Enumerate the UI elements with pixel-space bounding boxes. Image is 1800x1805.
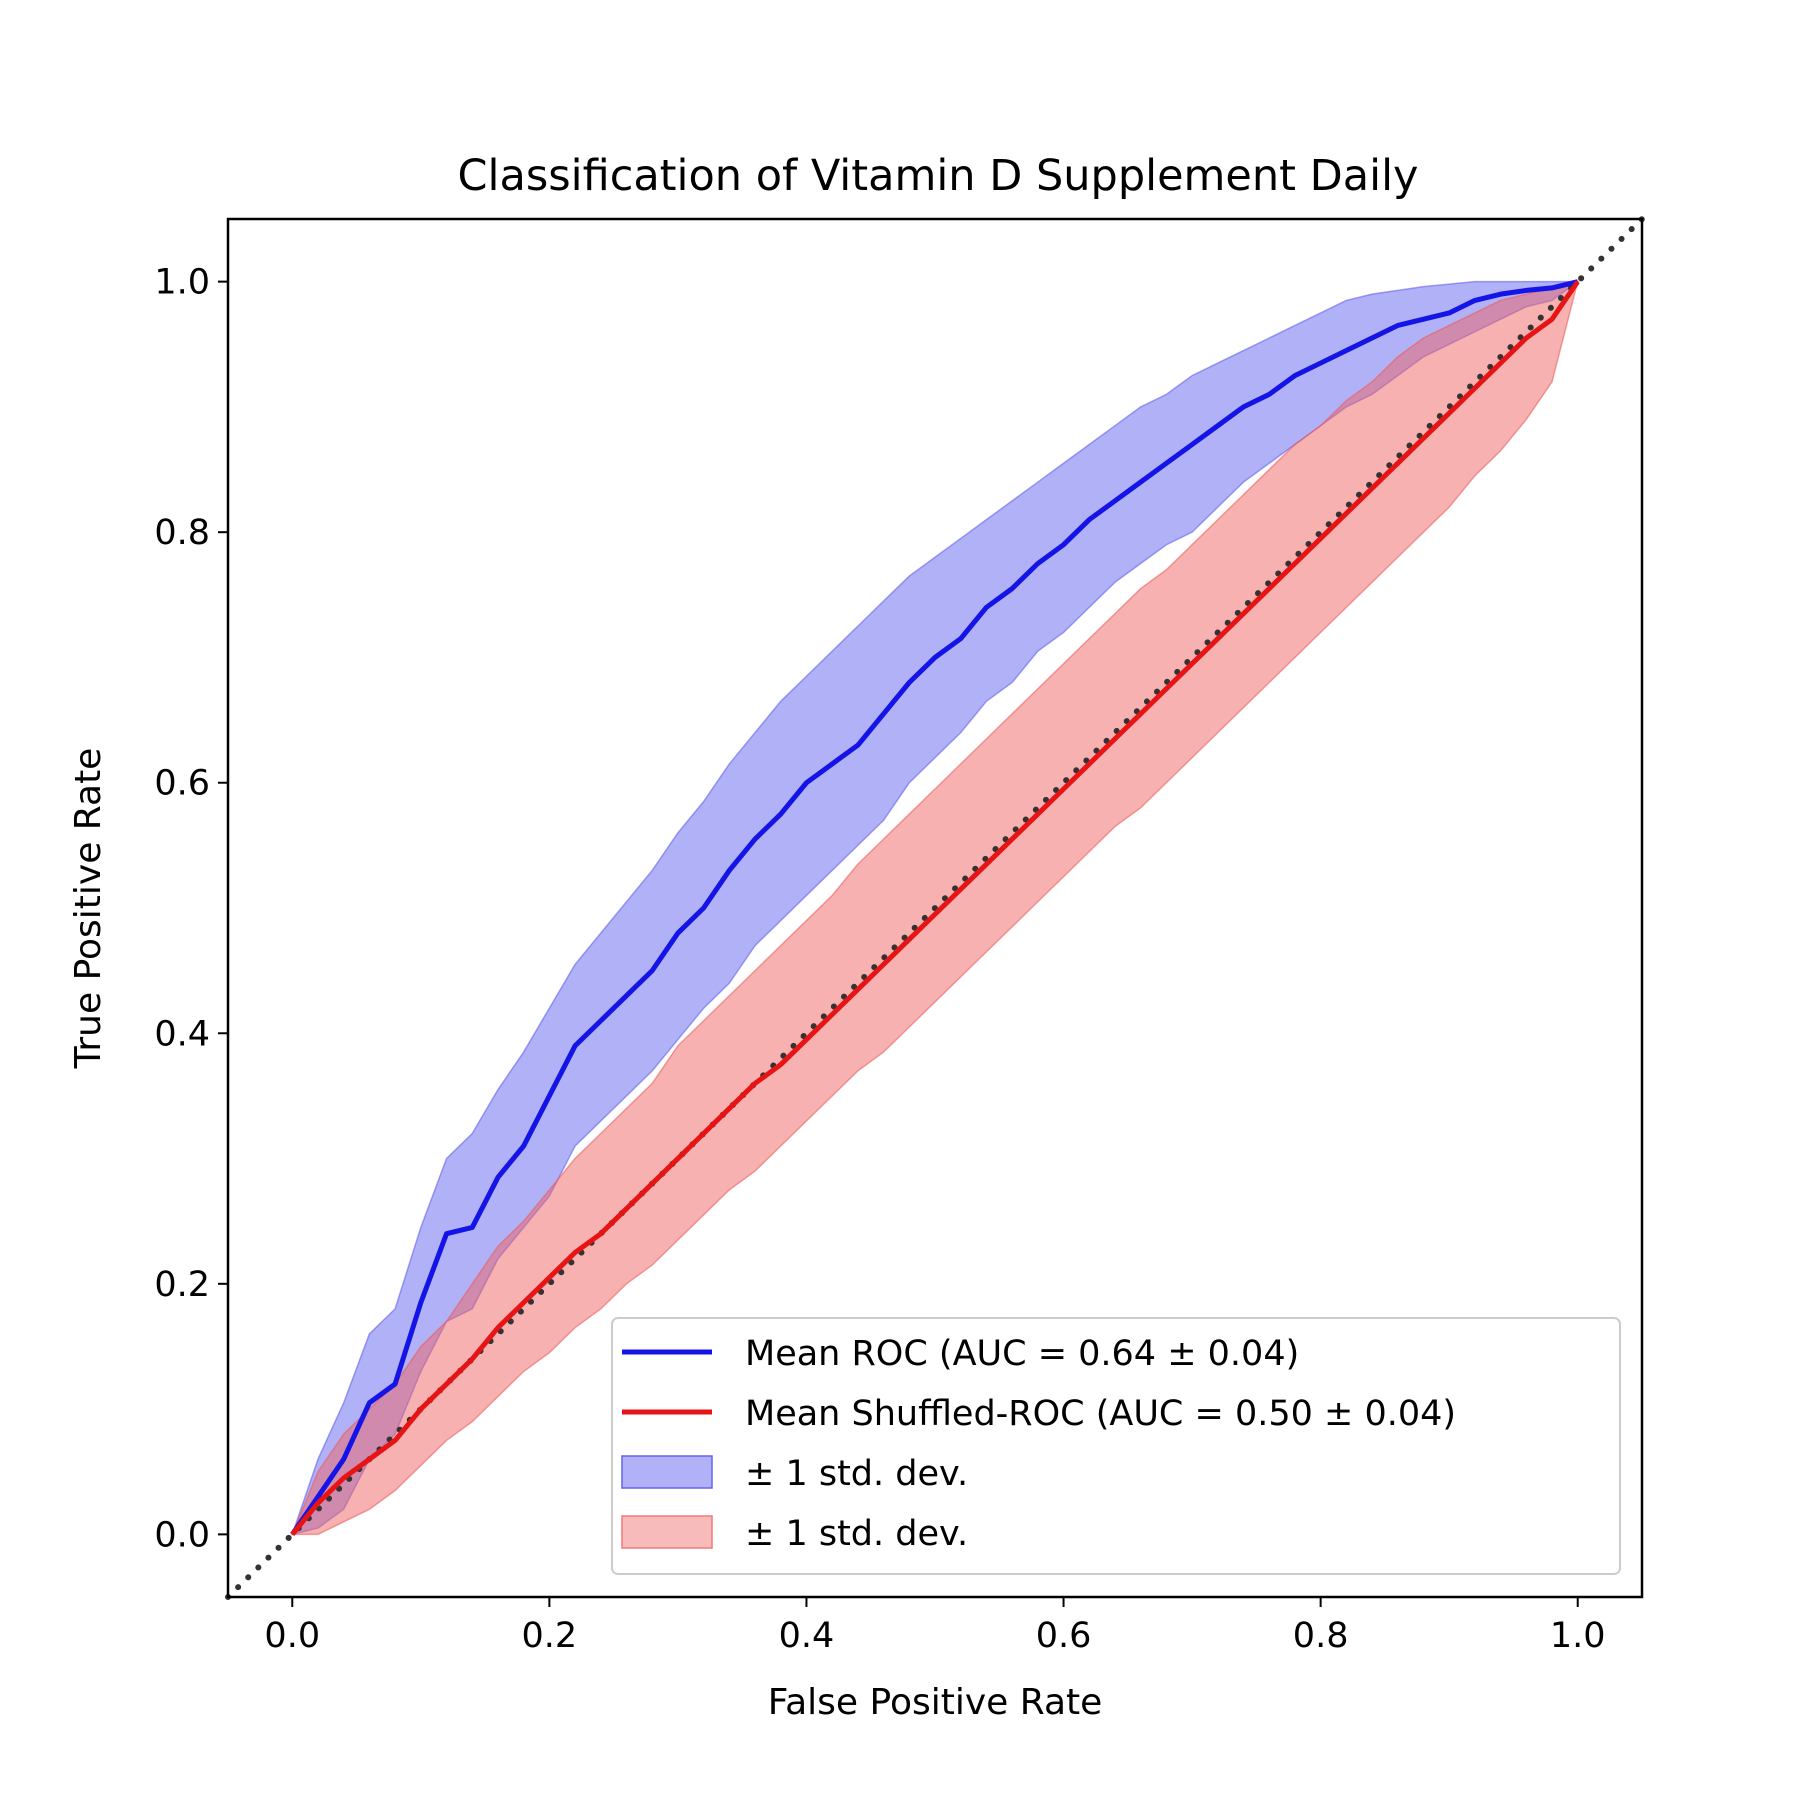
- legend-label: ± 1 std. dev.: [745, 1514, 968, 1554]
- x-axis: 0.0 0.2 0.4 0.6 0.8 1.0: [264, 1597, 1606, 1656]
- plot-frame: [226, 217, 1644, 1599]
- chart-title: Classification of Vitamin D Supplement D…: [458, 151, 1419, 201]
- x-axis-label: False Positive Rate: [768, 1682, 1103, 1723]
- y-axis: 0.0 0.2 0.4 0.6 0.8 1.0: [154, 263, 228, 1555]
- x-tick-label: 0.2: [522, 1616, 578, 1656]
- legend-label: ± 1 std. dev.: [745, 1454, 968, 1494]
- series-line-1: [290, 280, 1580, 1536]
- legend-label: Mean ROC (AUC = 0.64 ± 0.04): [745, 1334, 1299, 1374]
- x-tick-label: 1.0: [1550, 1616, 1606, 1656]
- legend-swatch-patch: [621, 1515, 713, 1549]
- y-tick-label: 0.0: [154, 1515, 210, 1555]
- legend: Mean ROC (AUC = 0.64 ± 0.04) Mean Shuffle…: [611, 1317, 1621, 1575]
- y-tick-label: 1.0: [154, 263, 210, 303]
- legend-swatch-patch: [621, 1455, 713, 1489]
- y-axis-label: True Positive Rate: [68, 748, 109, 1070]
- chance-line: [225, 216, 1645, 1600]
- series-line-0: [290, 279, 1579, 1536]
- legend-box: [611, 1317, 1621, 1575]
- y-tick-label: 0.4: [154, 1014, 210, 1054]
- x-tick-label: 0.6: [1036, 1616, 1092, 1656]
- plot-area: [225, 216, 1645, 1600]
- x-tick-label: 0.0: [264, 1616, 320, 1656]
- legend-label: Mean Shuffled-ROC (AUC = 0.50 ± 0.04): [745, 1394, 1456, 1434]
- y-tick-label: 0.2: [154, 1265, 210, 1305]
- x-tick-label: 0.8: [1293, 1616, 1349, 1656]
- y-tick-label: 0.6: [154, 764, 210, 804]
- y-tick-label: 0.8: [154, 513, 210, 553]
- x-tick-label: 0.4: [779, 1616, 835, 1656]
